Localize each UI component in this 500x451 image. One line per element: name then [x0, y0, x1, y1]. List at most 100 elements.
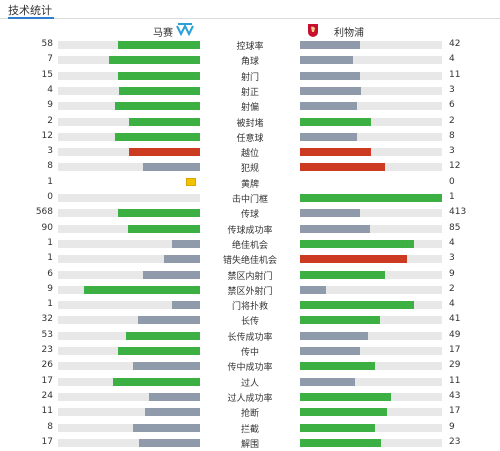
away-bar — [300, 301, 414, 310]
home-team-name: 马赛 — [153, 28, 173, 39]
away-value: 43 — [449, 390, 461, 401]
stat-row: 1 绝佳机会 4 — [0, 237, 500, 252]
home-bar-track — [58, 148, 200, 157]
away-bar-track — [300, 270, 442, 279]
home-value: 58 — [41, 39, 53, 49]
stat-row: 8 犯规 12 — [0, 160, 500, 175]
stat-label: 射正 — [240, 87, 259, 98]
away-bar — [300, 132, 357, 141]
home-value: 24 — [41, 390, 53, 401]
away-value: 49 — [449, 329, 461, 340]
away-bar — [300, 224, 370, 233]
home-bar-track — [58, 224, 200, 233]
away-value: 413 — [449, 207, 467, 218]
home-bar — [126, 331, 200, 340]
home-bar-track — [58, 285, 200, 294]
home-bar-track — [58, 179, 200, 187]
stat-label: 被封堵 — [236, 118, 264, 129]
away-bar-track — [300, 331, 442, 340]
stat-label: 过人 — [240, 378, 259, 389]
home-value: 9 — [47, 100, 53, 111]
home-bar — [172, 239, 200, 248]
home-bar-track — [58, 132, 200, 141]
away-bar-track — [300, 117, 442, 126]
stat-row: 23 传中 17 — [0, 344, 500, 359]
home-bar-track — [58, 301, 200, 310]
home-value: 53 — [41, 329, 53, 340]
away-bar-track — [300, 56, 442, 65]
away-bar — [300, 331, 368, 340]
home-value: 1 — [47, 176, 53, 187]
home-bar — [119, 86, 200, 95]
stat-label: 越位 — [240, 149, 259, 160]
away-value: 4 — [449, 237, 455, 248]
home-bar — [143, 270, 200, 279]
liverpool-crest-icon — [306, 23, 320, 38]
stat-row: 0 击中门框 1 — [0, 191, 500, 206]
home-bar-track — [58, 163, 200, 172]
away-bar-track — [300, 179, 442, 187]
away-bar — [300, 148, 371, 157]
stat-label: 控球率 — [236, 42, 264, 52]
stat-label: 黄牌 — [240, 179, 259, 190]
home-value: 26 — [41, 360, 53, 371]
away-value: 1 — [449, 192, 455, 202]
home-bar — [118, 71, 200, 80]
home-bar-track — [58, 71, 200, 80]
home-bar — [164, 255, 200, 264]
stat-row: 90 传球成功率 85 — [0, 222, 500, 237]
stat-row: 32 长传 41 — [0, 313, 500, 328]
stat-row: 9 禁区外射门 2 — [0, 283, 500, 298]
away-bar — [300, 347, 360, 355]
stat-label: 传中 — [240, 348, 259, 358]
title-underline-accent — [8, 17, 54, 19]
home-bar-track — [58, 408, 200, 417]
away-bar — [300, 239, 414, 248]
home-value: 2 — [47, 115, 53, 126]
away-bar — [300, 86, 361, 95]
marseille-crest-icon — [176, 23, 194, 37]
stats-header: 技术统计 — [0, 0, 500, 22]
away-bar-track — [300, 362, 442, 371]
home-bar-track — [58, 377, 200, 386]
home-bar — [138, 316, 200, 325]
home-bar-track — [58, 209, 200, 218]
stat-row: 12 任意球 8 — [0, 130, 500, 145]
stat-label: 错失绝佳机会 — [222, 256, 277, 267]
home-bar — [128, 224, 200, 233]
stat-row: 1 错失绝佳机会 3 — [0, 252, 500, 267]
home-bar-track — [58, 41, 200, 49]
home-value: 12 — [41, 130, 53, 141]
away-bar — [300, 392, 391, 401]
away-bar-track — [300, 132, 442, 141]
away-bar — [300, 117, 371, 126]
stat-label: 射偏 — [240, 103, 259, 114]
away-value: 2 — [449, 283, 455, 294]
home-value: 9 — [47, 283, 53, 294]
stat-label: 击中门框 — [231, 195, 268, 205]
home-value: 4 — [47, 84, 53, 95]
stat-row: 53 长传成功率 49 — [0, 329, 500, 344]
stat-label: 长传 — [240, 317, 259, 328]
home-value: 11 — [41, 406, 53, 417]
away-value: 41 — [449, 314, 461, 325]
home-value: 6 — [47, 268, 53, 279]
home-bar — [143, 163, 200, 172]
home-bar — [118, 209, 200, 218]
away-bar-track — [300, 71, 442, 80]
away-value: 3 — [449, 146, 455, 157]
away-bar — [300, 423, 375, 432]
stat-row: 3 越位 3 — [0, 145, 500, 160]
stat-label: 角球 — [240, 57, 259, 68]
home-value: 8 — [47, 421, 53, 432]
away-bar-track — [300, 209, 442, 218]
stat-label: 传中成功率 — [227, 363, 273, 374]
page-title: 技术统计 — [8, 4, 52, 17]
away-value: 9 — [449, 268, 455, 279]
stat-label: 射门 — [240, 72, 259, 83]
home-value: 7 — [47, 54, 53, 65]
away-value: 2 — [449, 115, 455, 126]
home-bar — [133, 362, 200, 371]
away-value: 11 — [449, 375, 461, 386]
home-value: 0 — [47, 192, 53, 202]
